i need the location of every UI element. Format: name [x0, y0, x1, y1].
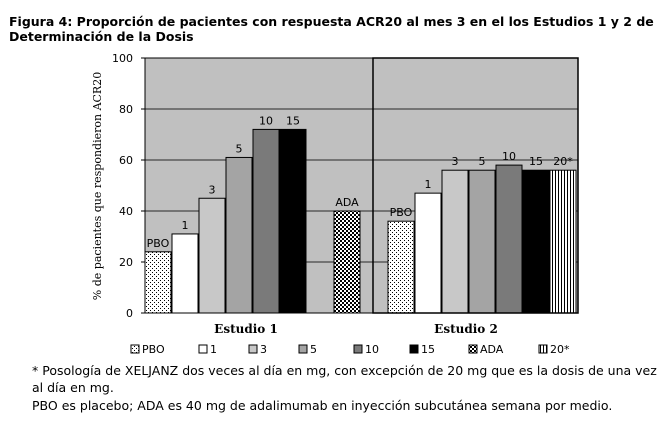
legend-swatch [468, 344, 478, 354]
legend-swatch [409, 344, 419, 354]
bar-data-label: 15 [529, 155, 543, 168]
legend-swatch [353, 344, 363, 354]
bar-2-PBO [387, 220, 415, 314]
y-tick-label: 80 [119, 103, 133, 116]
footnote-dosing: * Posología de XELJANZ dos veces al día … [32, 363, 657, 395]
legend-label: 20* [550, 343, 570, 356]
y-tick-label: 20 [119, 256, 133, 269]
bar-data-label: 5 [479, 155, 486, 168]
legend-label: 15 [421, 343, 435, 356]
bar-data-label: PBO [390, 206, 413, 219]
bar-2-1 [414, 192, 442, 314]
footnote-abbreviations: PBO es placebo; ADA es 40 mg de adalimum… [32, 398, 613, 413]
legend-label: 5 [310, 343, 317, 356]
legend-label: 1 [210, 343, 217, 356]
bar-data-label: 3 [209, 183, 216, 196]
bar-data-label: 10 [502, 150, 516, 163]
y-tick-label: 100 [112, 52, 133, 65]
bar-2-10 [495, 164, 523, 314]
bar-data-label: 5 [236, 142, 243, 155]
figure-title: Figura 4: Proporción de pacientes con re… [9, 14, 654, 44]
legend-label: 10 [365, 343, 379, 356]
bar-1-ADA [333, 210, 361, 314]
plot-area: PBO 1 3 5 10 15 ADA Estudio 1 PBO 1 3 5 10 15 20* Estud… [91, 52, 579, 336]
legend-swatch [248, 344, 258, 354]
bar-data-label: 1 [182, 219, 189, 232]
bar-data-label: 10 [259, 114, 273, 127]
bar-data-label: ADA [335, 196, 359, 209]
y-tick-label: 40 [119, 205, 133, 218]
group-label-2: Estudio 2 [434, 322, 498, 336]
legend-swatch [130, 344, 140, 354]
legend-label: PBO [142, 343, 165, 356]
bar-1-5 [225, 156, 253, 314]
bar-data-label: 3 [452, 155, 459, 168]
legend-swatch [298, 344, 308, 354]
legend-swatch [198, 344, 208, 354]
y-tick-label: 60 [119, 154, 133, 167]
y-axis-label: % de pacientes que respondieron ACR20 [91, 72, 104, 300]
bar-2-5 [468, 169, 496, 314]
legend-label: ADA [480, 343, 504, 356]
y-tick-label: 0 [126, 307, 133, 320]
bar-data-label: 15 [286, 114, 300, 127]
bar-2-3 [441, 169, 469, 314]
bar-1-15 [279, 128, 307, 314]
bar-1-10 [252, 128, 280, 314]
bar-1-PBO [144, 251, 172, 314]
bar-data-label: 1 [425, 178, 432, 191]
bar-2-20star [549, 169, 577, 314]
group-label-1: Estudio 1 [214, 322, 278, 336]
bar-data-label: PBO [147, 237, 170, 250]
bar-data-label: 20* [553, 155, 573, 168]
bar-1-3 [198, 197, 226, 314]
legend-swatch [538, 344, 548, 354]
chart-legend: PBO 1 3 5 10 15 ADA 20* [130, 343, 570, 356]
bar-2-15 [522, 169, 550, 314]
bar-1-1 [171, 233, 199, 314]
panel-frame-2 [372, 57, 579, 314]
legend-label: 3 [260, 343, 267, 356]
